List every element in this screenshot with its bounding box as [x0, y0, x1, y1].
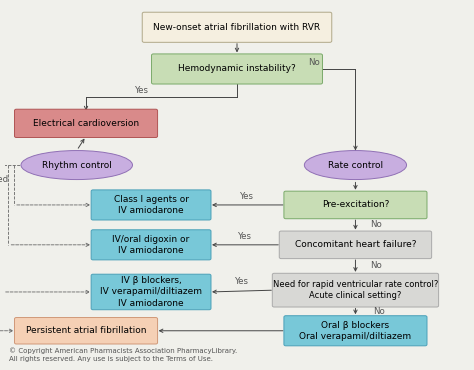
FancyBboxPatch shape	[91, 190, 211, 220]
FancyBboxPatch shape	[15, 317, 157, 344]
Text: New-onset atrial fibrillation with RVR: New-onset atrial fibrillation with RVR	[154, 23, 320, 32]
Text: Rhythm control: Rhythm control	[42, 161, 112, 169]
Text: Concomitant heart failure?: Concomitant heart failure?	[295, 240, 416, 249]
Text: Pre-excitation?: Pre-excitation?	[322, 201, 389, 209]
FancyBboxPatch shape	[91, 230, 211, 260]
FancyBboxPatch shape	[15, 109, 157, 138]
Text: Yes: Yes	[135, 86, 149, 95]
Text: Failed: Failed	[0, 175, 8, 184]
Text: Hemodynamic instability?: Hemodynamic instability?	[178, 64, 296, 74]
FancyBboxPatch shape	[91, 274, 211, 310]
FancyBboxPatch shape	[284, 316, 427, 346]
Text: Oral β blockers
Oral verapamil/diltiazem: Oral β blockers Oral verapamil/diltiazem	[300, 321, 411, 341]
FancyBboxPatch shape	[152, 54, 322, 84]
Text: No: No	[371, 221, 382, 229]
Ellipse shape	[304, 151, 407, 179]
Text: © Copyright American Pharmacists Association PharmacyLibrary.
All rights reserve: © Copyright American Pharmacists Associa…	[9, 347, 237, 362]
Text: Persistent atrial fibrillation: Persistent atrial fibrillation	[26, 326, 146, 335]
Text: No: No	[373, 307, 384, 316]
Text: IV β blockers,
IV verapamil/diltiazem
IV amiodarone: IV β blockers, IV verapamil/diltiazem IV…	[100, 276, 202, 307]
Text: Class I agents or
IV amiodarone: Class I agents or IV amiodarone	[114, 195, 189, 215]
Text: Rate control: Rate control	[328, 161, 383, 169]
Text: No: No	[371, 262, 382, 270]
FancyBboxPatch shape	[284, 191, 427, 219]
Ellipse shape	[21, 151, 132, 179]
FancyBboxPatch shape	[279, 231, 432, 259]
Text: Yes: Yes	[240, 192, 255, 202]
FancyBboxPatch shape	[142, 12, 332, 42]
Text: No: No	[308, 58, 319, 67]
Text: Yes: Yes	[238, 232, 252, 241]
Text: Electrical cardioversion: Electrical cardioversion	[33, 119, 139, 128]
FancyBboxPatch shape	[272, 273, 438, 307]
Text: IV/oral digoxin or
IV amiodarone: IV/oral digoxin or IV amiodarone	[112, 235, 190, 255]
Text: Yes: Yes	[235, 277, 249, 286]
Text: Need for rapid ventricular rate control?
Acute clinical setting?: Need for rapid ventricular rate control?…	[273, 280, 438, 300]
